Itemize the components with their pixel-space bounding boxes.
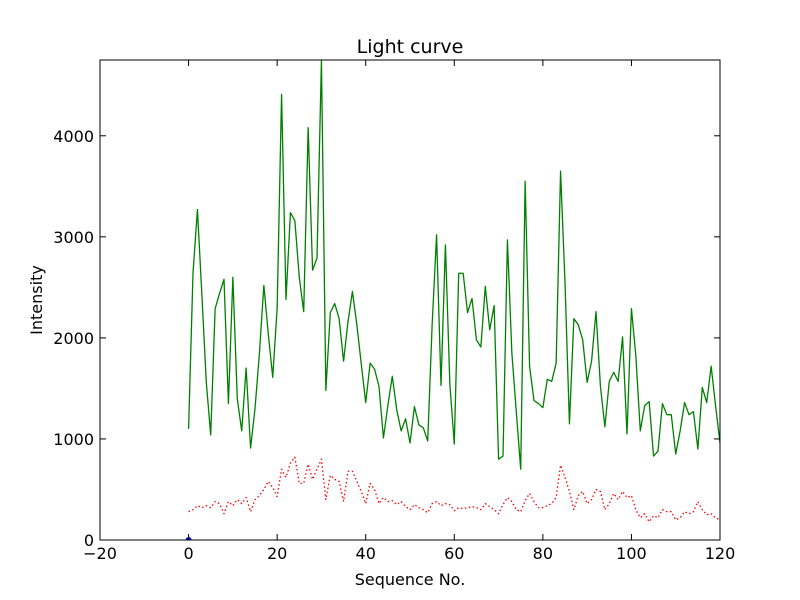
x-tick-label: 100 <box>616 544 647 563</box>
x-tick-label: 60 <box>444 544 464 563</box>
y-tick-label: 3000 <box>53 228 94 247</box>
series-1-line <box>187 60 720 470</box>
x-tick-label: −20 <box>83 544 117 563</box>
x-tick-label: 0 <box>183 544 193 563</box>
y-tick-label: 2000 <box>53 329 94 348</box>
x-tick-label: 80 <box>533 544 553 563</box>
y-axis-label: Intensity <box>27 265 46 335</box>
series-2-line <box>188 456 720 523</box>
y-tick-label: 1000 <box>53 430 94 449</box>
plot-area <box>185 60 720 540</box>
y-tick-label: 4000 <box>53 127 94 146</box>
x-tick-label: 120 <box>705 544 736 563</box>
axes-frame <box>99 59 721 541</box>
x-tick-label: 20 <box>267 544 287 563</box>
y-tick-label: 0 <box>84 531 94 550</box>
x-tick-label: 40 <box>356 544 376 563</box>
chart-title: Light curve <box>357 36 464 58</box>
x-axis-label: Sequence No. <box>355 570 466 589</box>
